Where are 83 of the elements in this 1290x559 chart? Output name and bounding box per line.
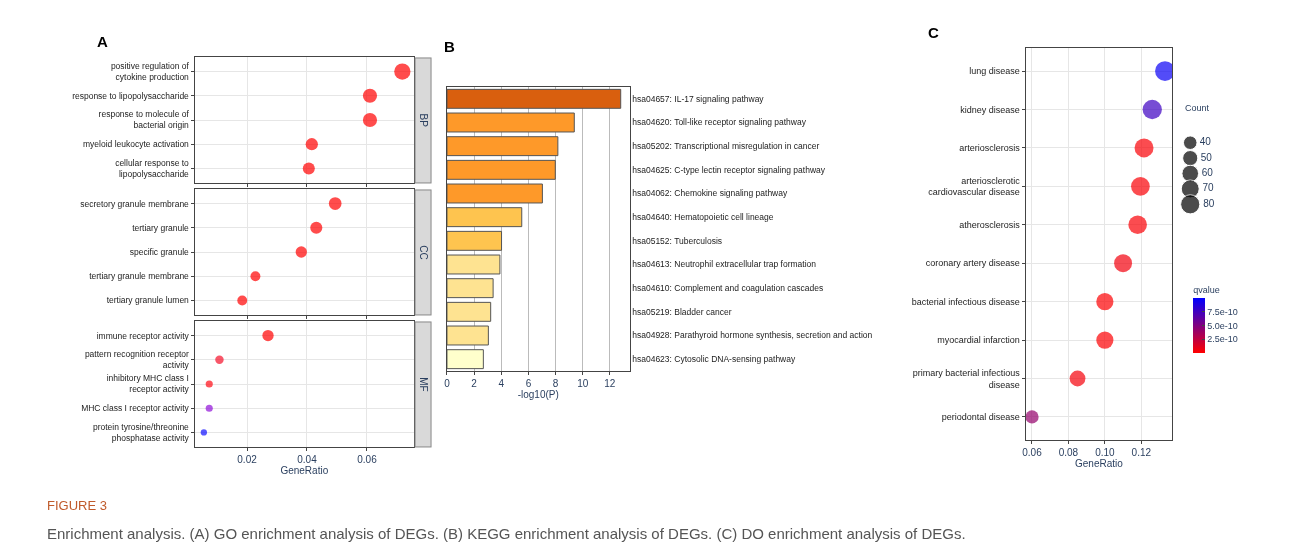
bar <box>446 183 543 204</box>
y-tick-label: cellular response to lipopolysaccharide <box>115 157 190 179</box>
y-tick-label: hsa04620: Toll-like receptor signaling pathway <box>632 117 807 128</box>
x-axis-title: GeneRatio <box>280 465 329 476</box>
x-tick-label: 0.06 <box>1022 447 1043 458</box>
legend-label: 60 <box>1201 167 1214 178</box>
bar <box>446 207 523 228</box>
legend-label: 40 <box>1199 136 1212 148</box>
y-tick-label: protein tyrosine/threonine phosphatase activity <box>92 421 190 443</box>
color-bar-label: 7.5e-10 <box>1207 306 1238 317</box>
y-tick-label: arteriosclerotic cardiovascular disease <box>928 175 1021 198</box>
x-tick-label: 10 <box>577 378 589 389</box>
x-tick-label: 2 <box>471 378 478 389</box>
x-tick-label: 0.10 <box>1095 447 1116 458</box>
y-tick-label: tertiary granule <box>132 222 190 233</box>
y-tick-label: response to molecule of bacterial origin <box>98 109 190 131</box>
chart-title: C <box>928 24 939 41</box>
x-tick-label: 8 <box>552 378 559 389</box>
y-tick-label: kidney disease <box>960 104 1020 115</box>
text: Enrichment analysis. (A) GO enrichment analysis of DEGs. (B) KEGG enrichment analysis of DEGs. (C) DO enrichment analysis of DEGs. <box>47 525 966 542</box>
y-tick-label: specific granule <box>129 246 190 257</box>
text: CC <box>417 245 429 260</box>
x-axis-title: -log10(P) <box>517 389 559 400</box>
y-tick-label: hsa04610: Complement and coagulation cascades <box>632 283 824 294</box>
bar <box>446 88 622 109</box>
y-tick-label: atherosclerosis <box>959 219 1021 230</box>
y-tick-label: arteriosclerosis <box>959 143 1021 154</box>
bar <box>446 325 489 346</box>
y-tick-label: positive regulation of cytokine production <box>110 60 190 83</box>
bar <box>446 136 559 157</box>
y-tick-label: secretory granule membrane <box>80 198 190 209</box>
y-tick-label: hsa04640: Hematopoietic cell lineage <box>632 212 774 223</box>
y-tick-label: response to lipopolysaccharide <box>72 90 190 101</box>
y-tick-label: hsa05152: Tuberculosis <box>632 235 723 246</box>
caption: FIGURE 3 <box>47 498 107 513</box>
y-tick-label: MHC class I receptor activity <box>81 403 190 414</box>
x-tick-label: 0 <box>444 378 451 389</box>
bar <box>446 254 501 275</box>
legend-title: Count <box>1185 103 1210 113</box>
y-tick-label: lung disease <box>969 66 1020 77</box>
y-tick-label: coronary artery disease <box>925 258 1020 269</box>
x-axis-title: GeneRatio <box>1075 458 1124 469</box>
y-tick-label: periodontal disease <box>941 412 1020 423</box>
y-tick-label: hsa04625: C-type lectin receptor signaling pathway <box>632 164 826 175</box>
chart-title: B <box>444 38 455 55</box>
y-tick-label: hsa04623: Cytosolic DNA-sensing pathway <box>632 354 796 365</box>
y-tick-label: inhibitory MHC class I receptor activity <box>106 373 190 395</box>
y-tick-label: myocardial infarction <box>937 335 1020 346</box>
x-tick-label: 0.12 <box>1131 447 1152 458</box>
y-tick-label: bacterial infectious disease <box>911 296 1020 307</box>
x-tick-label: 12 <box>604 378 616 389</box>
y-tick-label: primary bacterial infectious disease <box>912 367 1021 390</box>
color-bar-title: qvalue <box>1193 284 1220 295</box>
bar <box>446 159 556 180</box>
bar <box>446 349 484 370</box>
y-tick-label: hsa05219: Bladder cancer <box>632 306 732 317</box>
x-tick-label: 0.04 <box>297 454 318 465</box>
x-tick-label: 0.08 <box>1058 447 1079 458</box>
color-bar-label: 5.0e-10 <box>1207 320 1238 331</box>
text: BP <box>417 113 429 128</box>
bar <box>446 301 492 322</box>
legend-label: 50 <box>1200 151 1213 163</box>
x-tick-label: 0.06 <box>357 454 378 465</box>
legend-label: 70 <box>1202 182 1215 194</box>
y-tick-label: hsa04657: IL-17 signaling pathway <box>632 93 765 104</box>
legend-label: 80 <box>1203 197 1215 209</box>
y-tick-label: tertiary granule membrane <box>89 271 190 282</box>
x-tick-label: 6 <box>525 378 532 389</box>
y-tick-label: tertiary granule lumen <box>106 295 190 306</box>
y-tick-label: hsa04928: Parathyroid hormone synthesis, secretion and action <box>632 330 873 341</box>
y-tick-label: hsa04613: Neutrophil extracellular trap formation <box>632 259 817 270</box>
color-bar-label: 2.5e-10 <box>1207 334 1238 345</box>
y-tick-label: immune receptor activity <box>96 330 190 341</box>
x-tick-label: 4 <box>498 378 505 389</box>
text: MF <box>417 377 429 392</box>
bar <box>446 278 494 299</box>
bar <box>446 230 503 251</box>
chart-title: A <box>97 33 108 50</box>
x-tick-label: 0.02 <box>237 454 258 465</box>
y-tick-label: hsa04062: Chemokine signaling pathway <box>632 188 788 199</box>
y-tick-label: myeloid leukocyte activation <box>83 139 190 150</box>
y-tick-label: hsa05202: Transcriptional misregulation in cancer <box>632 141 820 152</box>
bar <box>446 112 575 133</box>
